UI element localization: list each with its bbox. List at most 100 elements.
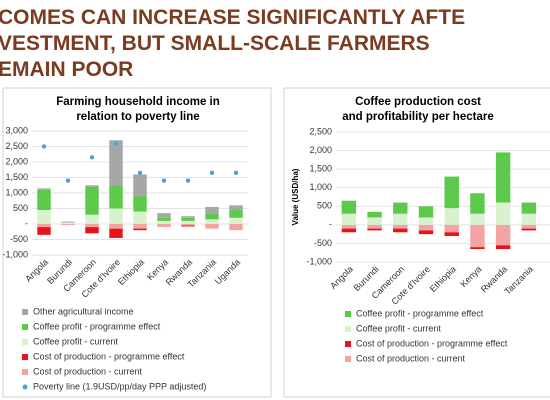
bar-segment: [205, 224, 219, 229]
bar-segment: [444, 232, 459, 236]
bar-segment: [133, 224, 147, 229]
poverty-point: [161, 178, 167, 183]
y-tick-label: -: [25, 218, 28, 228]
y-tick-label: 1,000: [5, 187, 28, 197]
bar-segment: [521, 224, 537, 229]
bar-segment: [85, 227, 99, 234]
bar-segment: [37, 188, 51, 190]
bar-segment: [367, 217, 382, 225]
legend-swatch: [22, 324, 28, 330]
bar-segment: [157, 213, 171, 218]
legend-label: Coffee profit - current: [33, 336, 118, 346]
legend-swatch: [345, 341, 351, 347]
poverty-point: [137, 170, 143, 176]
bar-segment: [229, 224, 243, 231]
bar-segment: [37, 210, 51, 224]
bar-segment: [341, 228, 357, 233]
y-tick-label: -: [329, 219, 332, 229]
legend-label: Coffee profit - programme effect: [33, 321, 161, 331]
bar-segment: [181, 224, 195, 226]
y-tick-label: 1,500: [309, 164, 332, 174]
bar-segment: [133, 174, 147, 197]
poverty-point: [65, 178, 71, 183]
slide-title: EMAIN POOR: [0, 58, 133, 81]
panel: [283, 87, 550, 398]
poverty-point: [209, 170, 215, 176]
bar-segment: [521, 228, 537, 231]
bar-segment: [181, 220, 195, 224]
bar-segment: [341, 224, 357, 229]
bar-segment: [229, 217, 243, 224]
bar-segment: [521, 202, 537, 214]
bar-segment: [205, 206, 219, 214]
bar-segment: [341, 213, 357, 225]
legend-label: Other agricultural income: [33, 306, 134, 316]
bar-segment: [521, 213, 537, 225]
y-tick-label: -1,000: [306, 256, 332, 266]
legend-label: Cost of production - current: [356, 353, 466, 363]
bar-segment: [229, 210, 243, 218]
bar-segment: [393, 213, 408, 225]
y-tick-label: 2,500: [309, 126, 332, 136]
bar-segment: [133, 211, 147, 224]
bar-segment: [133, 228, 147, 231]
poverty-point: [185, 178, 191, 183]
bar-segment: [495, 202, 511, 225]
bar-segment: [109, 224, 123, 229]
x-tick-label: Angola: [328, 264, 355, 291]
legend-label: Cost of production - programme effect: [356, 338, 508, 348]
poverty-point: [89, 155, 95, 160]
y-axis-label: Value (USD/ha): [291, 168, 300, 225]
bar-segment: [109, 228, 123, 238]
bar-segment: [418, 217, 434, 225]
bar-segment: [61, 222, 75, 224]
legend-swatch: [22, 339, 28, 345]
bar-segment: [61, 221, 75, 223]
x-tick-label: Tanzania: [502, 264, 535, 297]
bar-segment: [157, 224, 171, 228]
bar-segment: [109, 140, 123, 186]
bar-segment: [418, 230, 434, 235]
legend-label: Poverty line (1.9USD/pp/day PPP adjusted…: [33, 381, 206, 391]
y-tick-label: 500: [13, 203, 28, 213]
y-tick-label: -1,000: [2, 249, 28, 259]
slide-title: COMES CAN INCREASE SIGNIFICANTLY AFTE: [0, 6, 465, 29]
bar-segment: [61, 224, 75, 225]
bar-segment: [418, 224, 434, 231]
y-tick-label: 2,000: [5, 156, 28, 166]
bar-segment: [109, 208, 123, 224]
legend-label: Cost of production - programme effect: [33, 351, 185, 361]
legend-swatch: [22, 384, 28, 390]
bar-segment: [37, 227, 51, 235]
poverty-point: [113, 141, 119, 146]
slide-title: VESTMENT, BUT SMALL-SCALE FARMERS: [0, 32, 430, 55]
y-tick-label: -500: [314, 238, 332, 248]
bar-segment: [367, 211, 382, 218]
legend-label: Coffee profit - current: [356, 323, 441, 333]
y-tick-label: -500: [10, 234, 28, 244]
legend-swatch: [22, 369, 28, 375]
bar-segment: [109, 185, 123, 209]
bar-segment: [85, 214, 99, 224]
bar-segment: [470, 224, 485, 248]
panel: [2, 87, 272, 398]
x-tick-label: Uganda: [213, 257, 242, 286]
bar-segment: [37, 224, 51, 228]
bar-segment: [181, 217, 195, 221]
bar-segment: [37, 189, 51, 211]
y-tick-label: 1,500: [5, 172, 28, 182]
bar-segment: [495, 245, 511, 249]
bar-segment: [85, 186, 99, 215]
poverty-point: [233, 170, 239, 176]
bar-segment: [367, 224, 382, 229]
legend-swatch: [22, 309, 28, 315]
y-tick-label: 2,500: [5, 141, 28, 151]
bar-segment: [181, 216, 195, 218]
bar-segment: [205, 219, 219, 224]
bar-segment: [444, 176, 459, 209]
bar-segment: [85, 185, 99, 187]
chart-title: Farming household income in relation to p…: [56, 96, 220, 123]
bar-segment: [181, 225, 195, 227]
bar-segment: [393, 224, 408, 229]
